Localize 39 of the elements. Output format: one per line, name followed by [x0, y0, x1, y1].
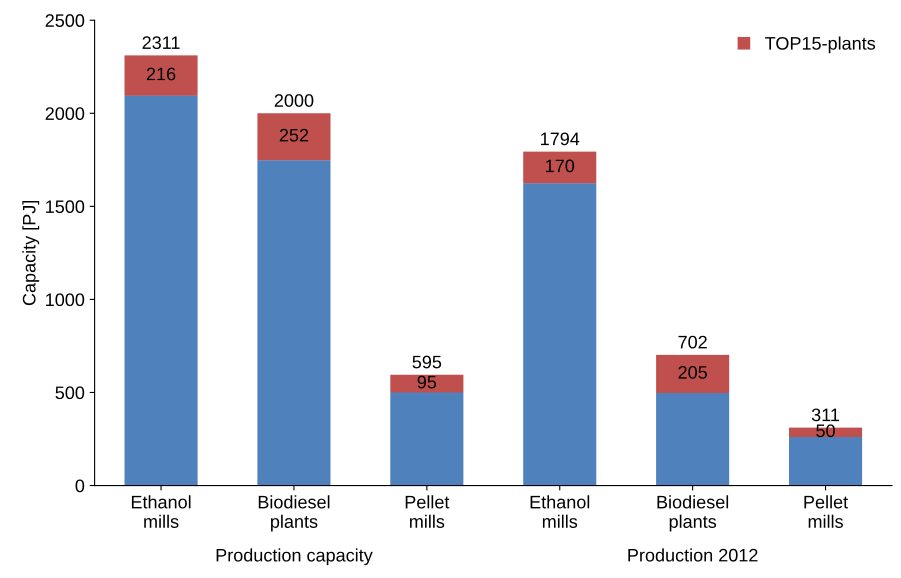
total-label: 595 — [412, 356, 442, 368]
data-label: 50 — [816, 424, 835, 438]
data-label: 170 — [546, 160, 574, 172]
y-axis-title: Capacity [PJ] — [22, 200, 40, 306]
x-tick-label: Ethanol mills — [132, 495, 190, 528]
x-tick-label: Pellet mills — [406, 495, 450, 528]
x-tick-label: Biodiesel plants — [657, 495, 728, 532]
x-tick-label: Biodiesel plants — [258, 495, 330, 532]
x-tick-label: Ethanol mills — [530, 495, 590, 528]
bar — [390, 374, 464, 392]
data-label: 205 — [678, 366, 707, 379]
data-label: 216 — [146, 68, 176, 80]
bar — [656, 354, 730, 394]
bar — [124, 55, 198, 96]
data-label: 95 — [418, 376, 436, 388]
x-tick-label: Pellet mills — [804, 495, 848, 528]
text: Production 2012 — [628, 548, 758, 562]
total-label: 702 — [678, 336, 707, 349]
bar — [390, 392, 464, 486]
bar — [523, 183, 596, 486]
y-tick-label: 2000 — [46, 107, 84, 120]
y-tick-label: 2500 — [46, 14, 84, 27]
total-label: 2311 — [142, 36, 180, 50]
y-tick-label: 1500 — [46, 200, 84, 214]
data-label: 252 — [280, 128, 308, 142]
bar — [523, 152, 596, 184]
y-tick-label: 1000 — [46, 293, 84, 306]
y-tick-label: 500 — [55, 386, 84, 400]
total-label: 311 — [812, 408, 840, 422]
total-label: 2000 — [274, 94, 314, 107]
bar — [257, 113, 330, 160]
bar — [788, 436, 862, 486]
y-tick-label: 0 — [76, 479, 84, 492]
bar — [656, 393, 730, 486]
text: Production capacity — [216, 548, 373, 566]
total-label: 1794 — [541, 132, 580, 146]
bar — [257, 160, 330, 486]
bar — [124, 96, 198, 486]
legend-label: TOP15-plants — [765, 36, 876, 54]
